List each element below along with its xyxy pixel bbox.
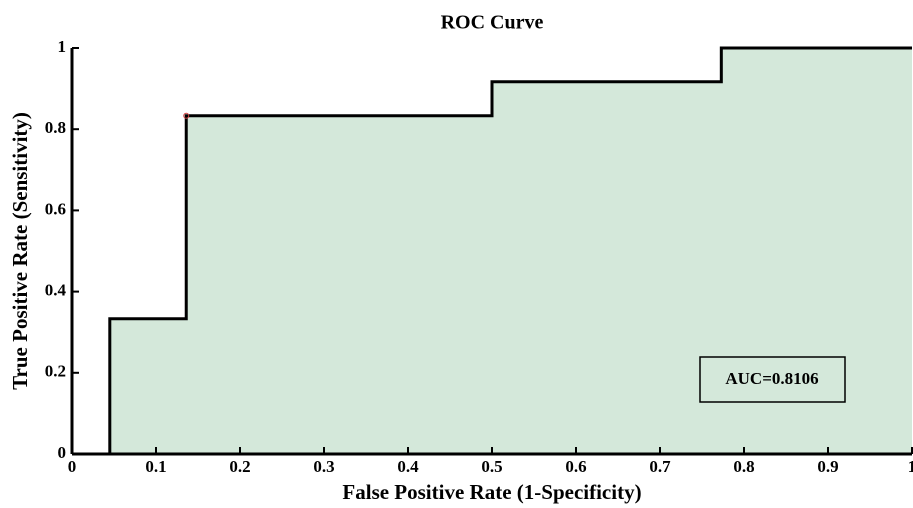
area: [109, 48, 913, 454]
x-tick-label: 0.6: [565, 457, 586, 476]
x-axis-label: False Positive Rate (1-Specificity): [342, 480, 641, 504]
y-tick-label: 0.2: [45, 362, 66, 381]
x-tick-label: 0: [68, 457, 77, 476]
y-axis-label: True Positive Rate (Sensitivity): [8, 112, 32, 390]
y-tick-label: 0.8: [45, 118, 66, 137]
x-tick-label: 0.2: [229, 457, 250, 476]
x-tick-label: 0.7: [649, 457, 671, 476]
x-tick-label: 0.5: [481, 457, 502, 476]
y-tick-label: 0.6: [45, 199, 66, 218]
x-tick-label: 0.9: [817, 457, 838, 476]
x-tick-label: 0.3: [313, 457, 334, 476]
roc-curve: [108, 46, 912, 454]
x-tick-label: 1: [908, 457, 913, 476]
annotation-box: [699, 356, 846, 403]
y-tick-label: 0.4: [45, 281, 67, 300]
annotation: AUC=0.8106: [725, 369, 818, 388]
x-tick-label: 0.1: [145, 457, 166, 476]
operating-point: [183, 112, 190, 119]
chart-title: ROC Curve: [441, 12, 544, 34]
x-tick-label: 0.8: [733, 457, 754, 476]
x-tick-label: 0.4: [397, 457, 419, 476]
y-tick-label: 1: [58, 37, 67, 56]
y-tick-label: 0: [58, 443, 67, 462]
